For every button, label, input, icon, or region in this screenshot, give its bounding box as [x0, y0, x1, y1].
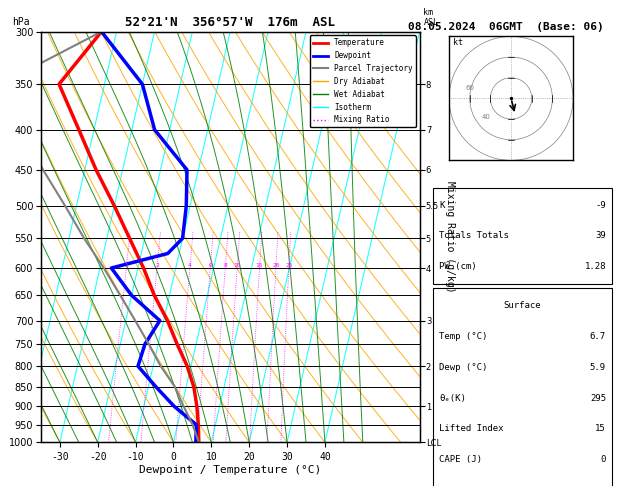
Text: 60: 60: [465, 85, 475, 91]
Text: hPa: hPa: [13, 17, 30, 28]
Title: 52°21'N  356°57'W  176m  ASL: 52°21'N 356°57'W 176m ASL: [125, 16, 335, 29]
Text: 20: 20: [272, 263, 280, 268]
Text: 39: 39: [595, 231, 606, 241]
Text: CAPE (J): CAPE (J): [439, 455, 482, 464]
Text: 6.7: 6.7: [590, 332, 606, 341]
Text: 295: 295: [590, 394, 606, 402]
FancyBboxPatch shape: [433, 188, 612, 284]
Text: 5.9: 5.9: [590, 363, 606, 372]
Text: 2: 2: [155, 263, 159, 268]
Text: Dewp (°C): Dewp (°C): [439, 363, 487, 372]
Text: 08.05.2024  06GMT  (Base: 06): 08.05.2024 06GMT (Base: 06): [408, 22, 604, 32]
Text: 6: 6: [208, 263, 212, 268]
Text: km
ASL: km ASL: [423, 8, 438, 28]
Text: θₑ(K): θₑ(K): [439, 394, 466, 402]
Text: 15: 15: [595, 424, 606, 434]
Y-axis label: Mixing Ratio (g/kg): Mixing Ratio (g/kg): [445, 181, 455, 293]
Text: 15: 15: [256, 263, 264, 268]
Text: 10: 10: [233, 263, 241, 268]
FancyBboxPatch shape: [433, 288, 612, 486]
Text: -9: -9: [595, 201, 606, 209]
Text: 25: 25: [285, 263, 292, 268]
Text: © weatheronline.co.uk: © weatheronline.co.uk: [470, 459, 575, 468]
Text: Temp (°C): Temp (°C): [439, 332, 487, 341]
Text: 40: 40: [482, 114, 491, 120]
Text: Totals Totals: Totals Totals: [439, 231, 509, 241]
Text: 0: 0: [601, 455, 606, 464]
Text: Lifted Index: Lifted Index: [439, 424, 503, 434]
Text: 4: 4: [188, 263, 192, 268]
Text: PW (cm): PW (cm): [439, 262, 477, 271]
Text: 1.28: 1.28: [584, 262, 606, 271]
Text: 1: 1: [125, 263, 128, 268]
Legend: Temperature, Dewpoint, Parcel Trajectory, Dry Adiabat, Wet Adiabat, Isotherm, Mi: Temperature, Dewpoint, Parcel Trajectory…: [309, 35, 416, 127]
Text: 8: 8: [223, 263, 227, 268]
Text: K: K: [439, 201, 444, 209]
Text: kt: kt: [454, 38, 463, 47]
X-axis label: Dewpoint / Temperature (°C): Dewpoint / Temperature (°C): [139, 465, 321, 475]
Text: Surface: Surface: [504, 301, 542, 310]
